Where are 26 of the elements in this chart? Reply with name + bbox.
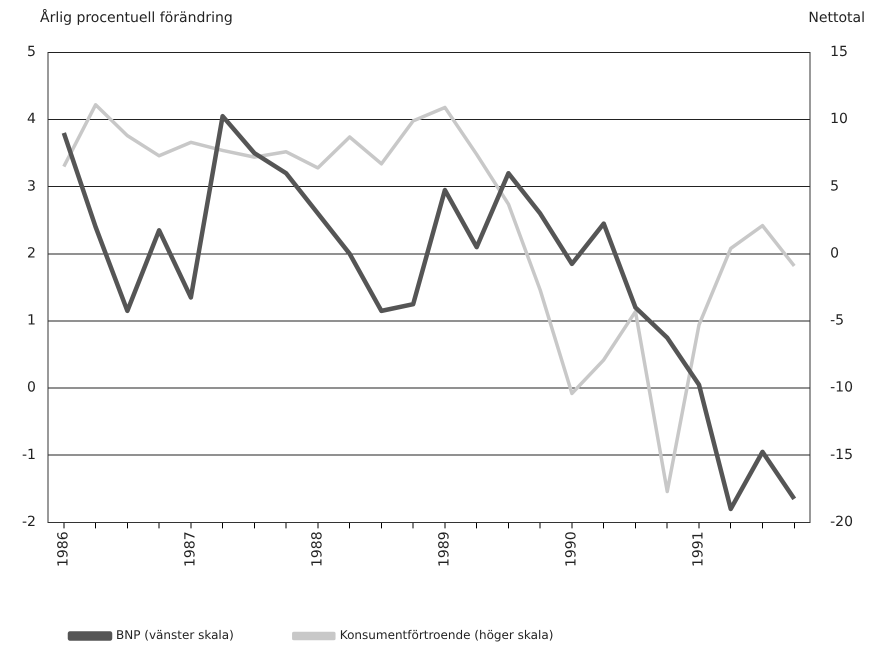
y2-axis-title: Nettotal xyxy=(808,10,865,26)
y-tick-label: 4 xyxy=(27,111,36,128)
y2-tick-label: 0 xyxy=(830,245,840,262)
y-axis-title: Årlig procentuell förändring xyxy=(40,10,233,26)
y-tick-label: 5 xyxy=(27,44,36,60)
legend-label: BNP (vänster skala) xyxy=(116,628,234,642)
x-tick-label: 1986 xyxy=(55,531,72,568)
y-tick-label: -1 xyxy=(22,446,36,463)
y2-tick-label: -20 xyxy=(830,514,854,530)
x-tick-label: 1987 xyxy=(182,531,199,568)
y2-tick-label: 10 xyxy=(830,111,848,128)
y2-tick-label: -10 xyxy=(830,380,854,396)
y-tick-label: 2 xyxy=(27,245,36,262)
x-tick-label: 1989 xyxy=(436,531,453,568)
x-tick-label: 1990 xyxy=(564,531,580,568)
y-tick-label: 1 xyxy=(27,312,36,329)
y2-tick-label: -5 xyxy=(830,312,844,329)
y2-tick-label: -15 xyxy=(830,446,854,463)
y-tick-label: -2 xyxy=(22,514,36,530)
x-tick-label: 1988 xyxy=(310,531,326,568)
y2-tick-label: 15 xyxy=(830,44,848,60)
y-tick-label: 3 xyxy=(27,178,36,194)
legend-label: Konsumentförtroende (höger skala) xyxy=(340,628,554,642)
y-tick-label: 0 xyxy=(27,380,36,396)
y2-tick-label: 5 xyxy=(830,178,840,194)
x-tick-label: 1991 xyxy=(690,531,707,568)
